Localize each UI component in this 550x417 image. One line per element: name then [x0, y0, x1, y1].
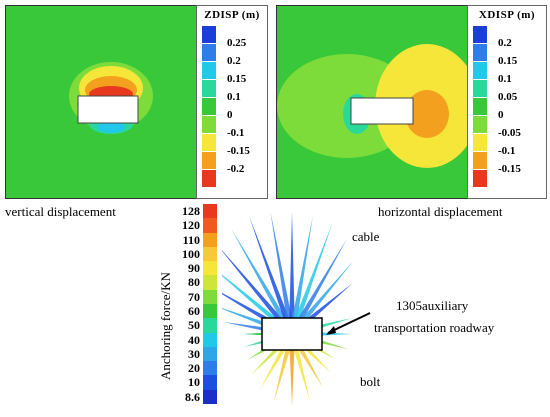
legend-swatch	[202, 44, 216, 62]
support-element	[222, 250, 295, 336]
roadway-label-line2: transportation roadway	[374, 320, 495, 335]
force-bar-segment	[203, 232, 217, 247]
legend-swatch	[202, 80, 216, 98]
legend-swatch	[473, 116, 487, 134]
legend-tick-label: 0.2	[227, 55, 241, 67]
legend-tick-label: 0.25	[227, 37, 247, 49]
legend-swatch	[202, 116, 216, 134]
legend-swatch	[473, 170, 487, 188]
legend-swatch	[202, 152, 216, 170]
xdisp-legend-title: XDISP (m)	[478, 9, 536, 21]
legend-swatch	[202, 134, 216, 152]
legend-swatch	[473, 62, 487, 80]
legend-tick-label: -0.1	[498, 145, 516, 157]
roadway-section	[261, 317, 323, 351]
force-bar-segment	[203, 361, 217, 376]
bolt-cable-diagram	[222, 211, 371, 406]
force-tick-label: 120	[182, 218, 200, 233]
zdisp-legend-title: ZDISP (m)	[204, 9, 260, 21]
xdisp-legend: XDISP (m) 0.2 0.15 0.1 0.05 0 -0.05 -0.1 -0.15	[467, 5, 547, 199]
legend-tick-label: 0	[498, 109, 504, 121]
force-bar-segment	[203, 289, 217, 304]
zdisp-legend: ZDISP (m) 0.25 0.2 0.15 0.1 0 -0.1 -0.15 -0.2	[196, 5, 268, 199]
force-tick-label: 20	[188, 361, 200, 376]
legend-tick-label: 0	[227, 109, 233, 121]
zdisp-color-scale	[202, 26, 216, 188]
force-tick-label: 8.6	[185, 389, 200, 404]
xdisp-contour-panel	[276, 5, 468, 199]
anchoring-force-color-bar	[203, 204, 217, 404]
horizontal-displacement-caption: horizontal displacement	[378, 204, 503, 219]
force-tick-label: 40	[188, 332, 200, 347]
cable-label: cable	[352, 229, 380, 244]
force-bar-segment	[203, 275, 217, 290]
legend-swatch	[473, 152, 487, 170]
legend-tick-label: 0.1	[227, 91, 241, 103]
roadway-opening	[350, 97, 414, 125]
support-element	[249, 216, 295, 336]
legend-tick-label: -0.1	[227, 127, 245, 139]
legend-tick-label: 0.15	[227, 73, 247, 85]
support-element	[270, 211, 295, 335]
support-element	[289, 215, 313, 335]
force-tick-label: 10	[188, 375, 200, 390]
legend-swatch	[202, 62, 216, 80]
force-tick-label: 30	[188, 346, 200, 361]
legend-tick-label: 0.15	[498, 55, 518, 67]
arrow-head-icon	[326, 326, 336, 335]
force-bar-segment	[203, 204, 217, 219]
legend-tick-label: 0.05	[498, 91, 518, 103]
force-tick-label: 50	[188, 318, 200, 333]
force-tick-label: 60	[188, 304, 200, 318]
legend-swatch	[473, 98, 487, 116]
force-bar-segment	[203, 246, 217, 262]
force-bar-segment	[203, 389, 217, 404]
legend-tick-label: -0.2	[227, 163, 245, 175]
force-bar-segment	[203, 261, 217, 276]
force-bar-segment	[203, 375, 217, 390]
legend-swatch	[473, 26, 487, 44]
force-bar-segment	[203, 303, 217, 319]
support-element	[289, 223, 333, 336]
force-tick-label: 70	[188, 289, 200, 304]
force-bar-segment	[203, 332, 217, 347]
force-tick-label: 100	[182, 246, 200, 261]
force-tick-label: 80	[188, 275, 200, 290]
force-bar-segment	[203, 218, 217, 233]
vertical-displacement-caption: vertical displacement	[5, 204, 116, 219]
bolt-label: bolt	[360, 374, 381, 389]
force-bar-segment	[203, 346, 217, 362]
legend-tick-label: -0.15	[227, 145, 250, 157]
force-bar-segment	[203, 318, 217, 333]
force-tick-label: 128	[182, 204, 200, 218]
zdisp-contour-panel	[5, 5, 197, 199]
legend-swatch	[473, 134, 487, 152]
legend-tick-label: -0.05	[498, 127, 521, 139]
support-element	[289, 212, 295, 334]
xdisp-color-scale	[473, 26, 487, 188]
contour-band	[97, 121, 125, 133]
roadway-label-line1: 1305auxiliary	[396, 298, 469, 313]
legend-swatch	[202, 98, 216, 116]
roadway-opening	[77, 95, 139, 124]
legend-tick-label: 0.1	[498, 73, 512, 85]
xdisp-contour-plot	[277, 6, 467, 198]
legend-tick-label: 0.2	[498, 37, 512, 49]
contour-band	[405, 90, 449, 138]
support-element	[289, 238, 347, 336]
legend-tick-label: -0.15	[498, 163, 521, 175]
legend-swatch	[202, 26, 216, 44]
force-tick-label: 110	[182, 232, 200, 247]
support-element	[231, 228, 295, 336]
legend-swatch	[473, 80, 487, 98]
support-elements	[222, 211, 354, 406]
force-tick-label: 90	[188, 261, 200, 276]
support-element	[289, 334, 295, 406]
legend-swatch	[202, 170, 216, 188]
zdisp-contour-plot	[6, 6, 196, 198]
legend-swatch	[473, 44, 487, 62]
